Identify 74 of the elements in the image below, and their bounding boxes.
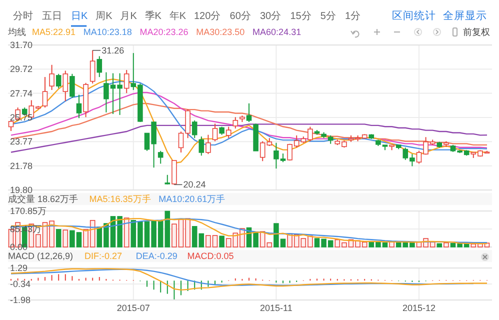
x-tick-label: 2015-07 [116, 303, 150, 313]
y-tick-label: 31.70 [10, 40, 33, 50]
text: 月K [120, 11, 138, 22]
y-tick-label: -0.34 [10, 278, 31, 289]
candlestick [90, 50, 96, 84]
y-tick-label: 170.85万 [10, 206, 47, 216]
text: 五日 [42, 11, 62, 22]
text: 全屏显示 [443, 10, 487, 22]
bar [436, 243, 442, 248]
candlestick [158, 150, 164, 164]
y-tick-label: 19.80 [10, 185, 33, 195]
text: 1分 [345, 10, 361, 22]
bar [219, 236, 224, 248]
x-tick-label: 2015-12 [402, 303, 436, 313]
candlestick [56, 73, 62, 89]
candlestick [164, 174, 170, 185]
y-tick-label: 21.78 [10, 160, 33, 171]
text: 60分 [230, 10, 251, 22]
y-tick-label: -1.98 [10, 295, 31, 305]
bar [266, 242, 272, 248]
y-tick-label: 29.72 [10, 64, 33, 74]
bar [62, 230, 68, 248]
candlestick [226, 126, 232, 139]
bar [192, 226, 198, 248]
legend-title: MACD (12,26,9) [8, 251, 74, 261]
bar [226, 238, 232, 248]
series-label: MA5:16.35万手 [89, 194, 151, 204]
candlestick [49, 64, 54, 90]
series-label: MA10:20.61万手 [158, 194, 226, 204]
candlestick [198, 136, 204, 156]
series-label: MACD:0.05 [187, 251, 234, 261]
text: 前复权 [463, 27, 490, 37]
annotation: 20.24 [183, 180, 206, 190]
annotation: 31.26 [102, 45, 124, 56]
text: 年K [169, 10, 186, 22]
legend-title: 成交量 18.62万手 [8, 194, 78, 204]
x-tick-label: 2015-11 [260, 303, 292, 313]
candlestick [260, 140, 266, 162]
series-label: DEA:-0.29 [136, 251, 178, 261]
candlestick [124, 69, 130, 94]
y-tick-label: 23.77 [10, 136, 33, 147]
bar [198, 233, 204, 248]
bar [444, 242, 449, 248]
text: 30分 [260, 10, 282, 22]
candlestick [70, 73, 75, 98]
candlestick [206, 134, 211, 155]
text: 日K [71, 11, 88, 22]
y-tick-label: 27.74 [10, 88, 33, 98]
text: 周K [96, 11, 113, 22]
text: 区间统计 [392, 9, 436, 22]
text: 季K [144, 10, 162, 22]
text: MA10:23.18 [83, 27, 132, 37]
text: 分时 [13, 10, 33, 22]
bar [56, 229, 62, 248]
candlestick [192, 120, 198, 139]
series-label: DIF:-0.27 [84, 251, 122, 261]
candlestick [232, 116, 238, 129]
text: 5分 [320, 10, 336, 22]
text: 15分 [290, 10, 312, 22]
candlestick [96, 56, 102, 78]
candlestick [42, 76, 48, 108]
candlestick [212, 123, 218, 142]
bar [164, 210, 170, 248]
candlestick [62, 70, 68, 102]
text: MA20:23.26 [140, 27, 188, 37]
candlestick [172, 160, 177, 186]
y-tick-label: 1.29 [10, 263, 28, 273]
text: MA60:24.31 [252, 27, 302, 37]
text: MA30:23.50 [196, 27, 245, 37]
candlestick [76, 94, 82, 119]
candlestick [246, 102, 252, 123]
text: 120分 [194, 10, 221, 22]
legend-title: 均线 [7, 27, 26, 37]
text: MA5:22.91 [32, 27, 76, 37]
